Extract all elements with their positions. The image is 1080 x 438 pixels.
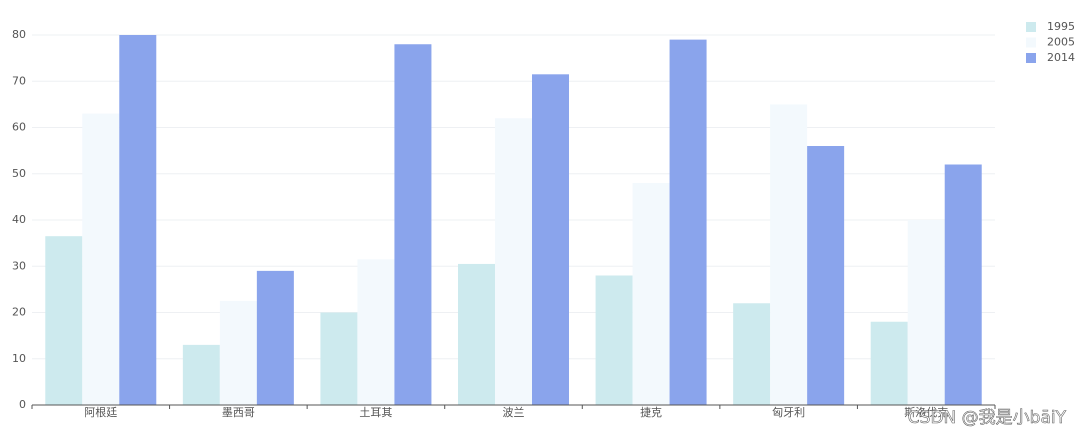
bar (770, 104, 808, 405)
x-tick-label: 匈牙利 (772, 405, 805, 419)
legend-swatch (1026, 53, 1036, 63)
bar (907, 220, 945, 405)
bar (595, 275, 633, 405)
bar (495, 118, 532, 405)
bar (182, 344, 220, 405)
y-tick-label: 0 (19, 398, 26, 411)
legend-label: 2014 (1047, 51, 1075, 64)
y-tick-label: 60 (12, 121, 26, 134)
x-tick-label: 墨西哥 (222, 406, 255, 419)
bar (807, 146, 845, 405)
bar (632, 183, 670, 405)
y-tick-label: 30 (12, 259, 26, 272)
bar (532, 74, 569, 405)
bar (669, 39, 707, 405)
legend-label: 1995 (1047, 20, 1075, 33)
bar (870, 321, 908, 405)
x-tick-label: 土耳其 (359, 406, 392, 419)
bar (944, 164, 982, 405)
bar (82, 113, 120, 405)
bar (45, 236, 83, 405)
x-tick-label: 斯洛伐克 (904, 405, 948, 419)
y-tick-label: 70 (12, 74, 26, 87)
bar (394, 44, 432, 405)
bar (219, 300, 257, 405)
legend-label: 2005 (1047, 36, 1075, 49)
bar (119, 35, 157, 405)
bar (357, 259, 395, 405)
y-tick-label: 20 (12, 306, 26, 319)
x-tick-label: 捷克 (640, 405, 662, 419)
y-tick-label: 80 (12, 28, 26, 41)
legend-swatch (1026, 22, 1036, 32)
y-tick-label: 10 (12, 352, 26, 365)
legend-swatch (1026, 37, 1036, 48)
y-tick-label: 50 (12, 167, 26, 180)
y-tick-label: 40 (12, 213, 26, 226)
x-tick-label: 阿根廷 (84, 405, 117, 419)
bar (458, 263, 495, 405)
x-tick-label: 波兰 (503, 406, 525, 419)
watermark: CSDN @我是小bāiY (908, 408, 1067, 428)
bar (256, 270, 294, 405)
bar (320, 312, 358, 405)
bar (733, 303, 771, 405)
